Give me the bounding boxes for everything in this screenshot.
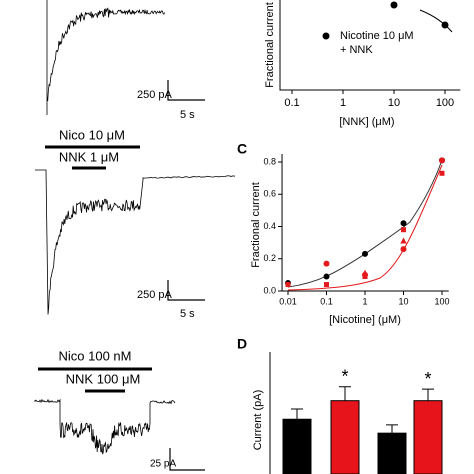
y-tick-label: 0.0: [264, 285, 277, 295]
current-trace: [35, 169, 236, 315]
fit-curve: [287, 164, 443, 291]
scale-bar: [167, 280, 205, 301]
annotation: *: [341, 367, 348, 387]
scale-label: 250 pA: [137, 89, 173, 101]
drug-label: Nico 10 μM: [59, 127, 125, 142]
y-tick-label: 0.8: [264, 156, 277, 166]
scale-label: 25 pA: [150, 459, 176, 470]
error-bar: [422, 388, 434, 401]
drug-bars: [38, 145, 152, 393]
x-tick-label: 10: [388, 97, 400, 109]
x-tick-label: 10: [398, 296, 408, 306]
drug-label: NNK 100 μM: [66, 371, 141, 386]
point: [323, 260, 330, 267]
x-tick-label: 0.01: [279, 296, 297, 306]
y-tick-label: 0.6: [264, 189, 277, 199]
x-tick-label: 1: [340, 97, 346, 109]
point: [400, 237, 407, 244]
error-bar: [386, 424, 398, 434]
point: [285, 282, 291, 288]
bar: [377, 432, 407, 474]
y-tick-label: 0.4: [264, 221, 277, 231]
x-tick-label: 0.1: [284, 97, 299, 109]
point: [323, 273, 330, 280]
drug-label: Nico 100 nM: [59, 348, 132, 363]
legend-marker: [322, 32, 330, 40]
y-axis-label: Fractional current: [250, 182, 262, 268]
scale-bar: [169, 448, 205, 471]
scale-label: 5 s: [180, 308, 195, 320]
bar: [413, 400, 443, 474]
scale-bars: [167, 80, 205, 471]
current-trace: [34, 398, 176, 455]
bar: [282, 418, 312, 474]
point: [439, 170, 445, 176]
point: [400, 246, 407, 253]
point: [390, 1, 398, 9]
error-bar: [291, 408, 303, 420]
scale-bar: [167, 80, 205, 101]
x-tick-label: 100: [436, 97, 454, 109]
point: [441, 21, 449, 29]
panel-letter: C: [237, 141, 247, 157]
scale-label: 5 s: [180, 109, 195, 121]
x-tick-label: 100: [434, 296, 449, 306]
legend-label: Nicotine 10 μM: [340, 30, 414, 42]
x-axis-label: [Nicotine] (μM): [329, 314, 401, 326]
y-axis-label: Fractional current: [264, 2, 276, 88]
y-axis-label: Current (pA): [252, 390, 264, 451]
drug-label: NNK 1 μM: [59, 149, 119, 164]
fit-curve: [287, 159, 443, 288]
point: [401, 227, 406, 233]
x-tick-label: 0.1: [320, 296, 333, 306]
fit-curve: [419, 9, 453, 33]
point: [400, 220, 407, 227]
current-trace: [46, 0, 165, 115]
point: [324, 282, 329, 288]
point: [362, 273, 368, 279]
panel-letter: D: [237, 336, 247, 352]
axis: [281, 153, 449, 292]
annotation: *: [424, 369, 431, 389]
x-tick-label: 1: [362, 296, 367, 306]
scale-label: 250 pA: [137, 289, 173, 301]
bar: [330, 400, 360, 474]
point: [362, 250, 368, 257]
error-bar: [339, 386, 351, 401]
legend-label: + NNK: [340, 44, 373, 56]
axis: [279, 0, 461, 91]
x-axis-label: [NNK] (μM): [339, 116, 394, 128]
point: [439, 157, 445, 164]
y-tick-label: 0.2: [264, 253, 277, 263]
